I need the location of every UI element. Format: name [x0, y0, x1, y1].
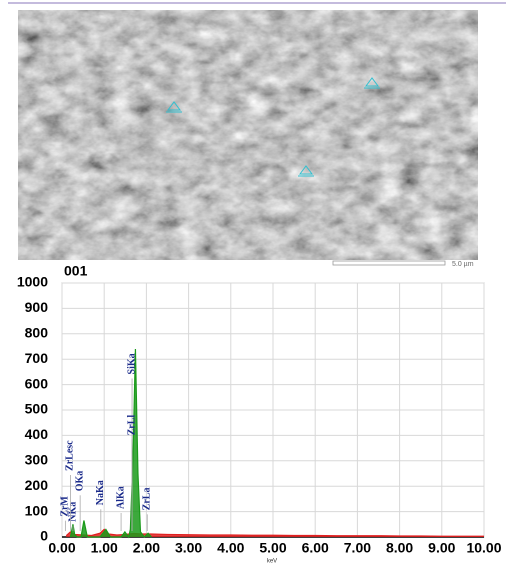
y-tick-label: 0: [40, 528, 48, 544]
marker: [166, 101, 182, 113]
markers: [166, 77, 380, 177]
x-tick-label: 2.00: [133, 540, 160, 556]
spectrum-line: [69, 349, 152, 539]
peak-label: NKa: [67, 502, 78, 522]
y-tick-label: 100: [25, 502, 49, 518]
x-axis-label: keV: [267, 559, 277, 565]
peak-label: SiKa: [126, 353, 137, 374]
y-tick-label: 1000: [17, 274, 48, 290]
x-tick-label: 5.00: [259, 540, 286, 556]
peak-label: ZrLesc: [65, 440, 76, 471]
y-tick-label: 400: [25, 426, 49, 442]
spectrum-line: [65, 528, 484, 537]
y-tick-label: 300: [25, 452, 49, 468]
peak-label: ZrLa: [142, 488, 153, 511]
scale-label: 5.0 µm: [452, 261, 474, 268]
x-tick-label: 7.00: [344, 540, 371, 556]
x-tick-label: 6.00: [302, 540, 329, 556]
scale-bar: [332, 260, 446, 266]
y-tick-label: 500: [25, 401, 49, 417]
micrograph: [18, 10, 478, 260]
peak-label: NaKa: [95, 480, 106, 505]
chart-title: 001: [64, 263, 88, 279]
marker: [364, 77, 380, 89]
x-tick-label: 1.00: [91, 540, 118, 556]
x-tick-label: 0.00: [48, 540, 75, 556]
peak-label: OKa: [74, 471, 85, 492]
x-tick-label: 4.00: [217, 540, 244, 556]
y-tick-label: 800: [25, 325, 49, 341]
peak-label: AlKa: [115, 486, 126, 509]
peak-label: ZrLl: [126, 415, 137, 436]
x-tick-label: 9.00: [428, 540, 455, 556]
marker: [298, 165, 314, 177]
y-tick-label: 200: [25, 477, 49, 493]
peak-label: ZrM: [60, 496, 71, 517]
x-tick-label: 10.00: [466, 540, 501, 556]
x-tick-label: 8.00: [386, 540, 413, 556]
x-tick-label: 3.00: [175, 540, 202, 556]
y-tick-label: 900: [25, 299, 49, 315]
y-tick-label: 700: [25, 350, 49, 366]
y-tick-label: 600: [25, 375, 49, 391]
spectrum-area: [70, 349, 152, 537]
